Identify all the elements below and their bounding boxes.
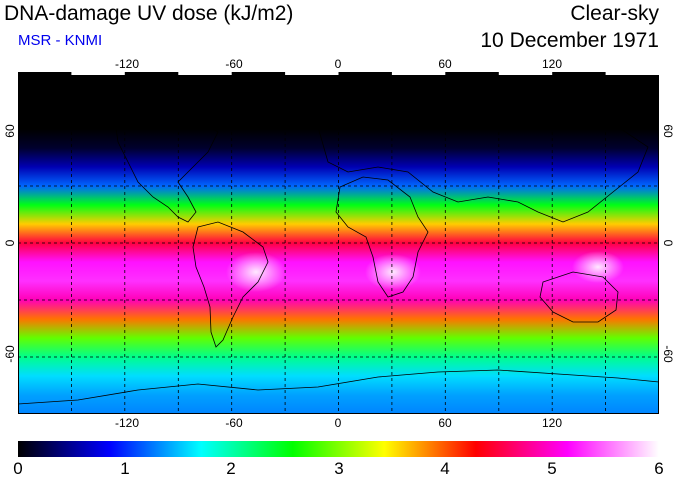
antarctica-coast — [18, 369, 659, 405]
source-label: MSR - KNMI — [18, 32, 103, 49]
lon-tick-bottom: 120 — [541, 416, 563, 430]
south-america-hotspot — [226, 252, 286, 292]
lat-tick-right: -60 — [661, 345, 675, 363]
lon-tick-bottom: 0 — [334, 416, 342, 430]
uv-dose-map — [18, 72, 659, 414]
lat-tick-right: 0 — [661, 239, 675, 247]
north-america-coast — [112, 101, 219, 223]
eurasia-coast — [317, 109, 649, 223]
frame-bar — [285, 72, 339, 75]
australia-hotspot — [572, 251, 624, 283]
lon-tick-top: -120 — [114, 57, 140, 71]
lon-tick-bottom: -60 — [225, 416, 243, 430]
south-america-coast — [192, 221, 269, 348]
lon-tick-top: -60 — [225, 57, 243, 71]
frame-bar — [391, 72, 446, 75]
sky-condition-label: Clear-sky — [570, 2, 659, 25]
lat-tick-left: -60 — [3, 345, 17, 363]
lon-tick-top: 60 — [438, 57, 452, 71]
date-label: 10 December 1971 — [480, 29, 659, 52]
colorbar-label: 4 — [440, 459, 450, 478]
colorbar — [18, 441, 659, 457]
colorbar-fill — [18, 441, 659, 457]
lat-tick-left: 60 — [3, 124, 17, 138]
colorbar-label: 0 — [13, 459, 23, 478]
frame-bar — [498, 72, 553, 75]
lon-tick-bottom: -120 — [114, 416, 140, 430]
colorbar-label: 6 — [654, 459, 664, 478]
lat-tick-right: 60 — [661, 124, 675, 138]
frame-bar — [178, 72, 232, 75]
lat-tick-left: 0 — [3, 239, 17, 247]
chart-title: DNA-damage UV dose (kJ/m2) — [4, 2, 294, 25]
lon-tick-top: 0 — [334, 57, 342, 71]
colorbar-label: 3 — [334, 459, 344, 478]
lon-tick-bottom: 60 — [438, 416, 452, 430]
africa-coast — [335, 176, 429, 298]
colorbar-label: 2 — [226, 459, 236, 478]
colorbar-label: 5 — [547, 459, 557, 478]
australia-coast — [539, 271, 619, 323]
lon-tick-top: 120 — [541, 57, 563, 71]
frame-bar — [605, 72, 659, 75]
frame-tick-bars — [71, 72, 659, 75]
graticule — [18, 72, 659, 414]
frame-bar — [71, 72, 125, 75]
africa-hotspot — [365, 254, 421, 290]
coastlines — [18, 101, 659, 405]
colorbar-label: 1 — [120, 459, 130, 478]
